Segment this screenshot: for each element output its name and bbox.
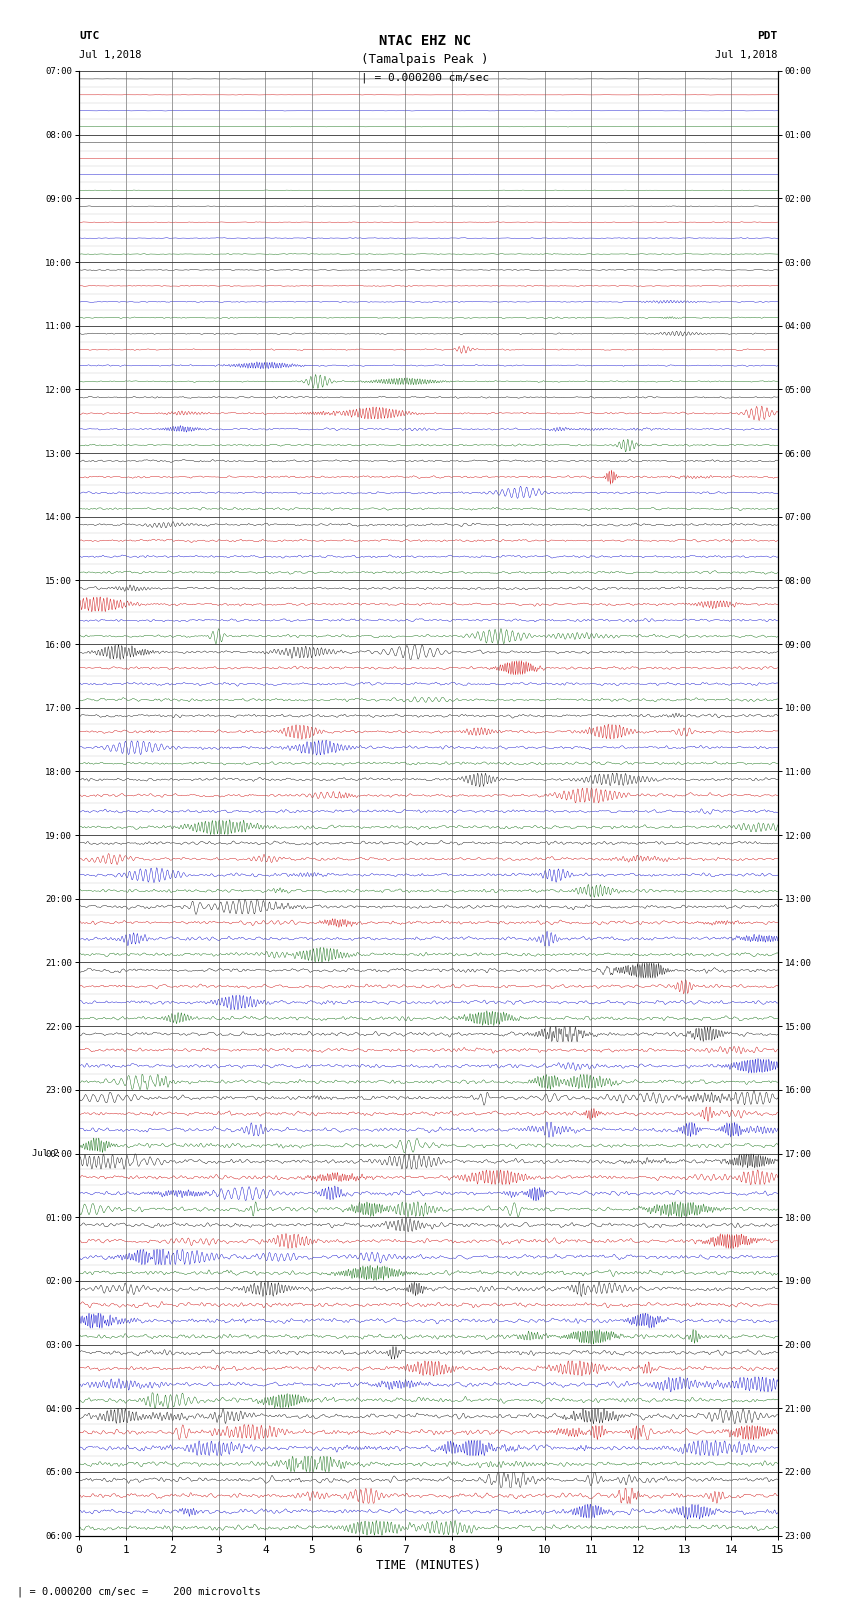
Text: (Tamalpais Peak ): (Tamalpais Peak ) — [361, 53, 489, 66]
Text: | = 0.000200 cm/sec: | = 0.000200 cm/sec — [361, 73, 489, 84]
Text: PDT: PDT — [757, 31, 778, 40]
Text: UTC: UTC — [79, 31, 99, 40]
Text: Jul 2: Jul 2 — [31, 1148, 59, 1158]
Text: Jul 1,2018: Jul 1,2018 — [79, 50, 142, 60]
X-axis label: TIME (MINUTES): TIME (MINUTES) — [376, 1558, 481, 1571]
Text: Jul 1,2018: Jul 1,2018 — [715, 50, 778, 60]
Text: NTAC EHZ NC: NTAC EHZ NC — [379, 34, 471, 48]
Text: | = 0.000200 cm/sec =    200 microvolts: | = 0.000200 cm/sec = 200 microvolts — [17, 1586, 261, 1597]
